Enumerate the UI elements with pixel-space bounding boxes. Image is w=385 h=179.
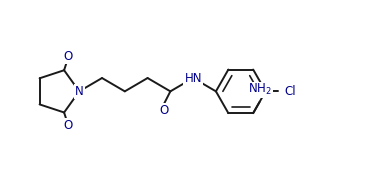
Text: Cl: Cl: [285, 85, 296, 98]
Text: O: O: [159, 104, 168, 117]
Text: HN: HN: [184, 72, 202, 84]
Text: NH$_2$: NH$_2$: [248, 82, 272, 98]
Text: O: O: [64, 50, 73, 63]
Text: O: O: [64, 119, 73, 132]
Text: N: N: [75, 85, 84, 98]
